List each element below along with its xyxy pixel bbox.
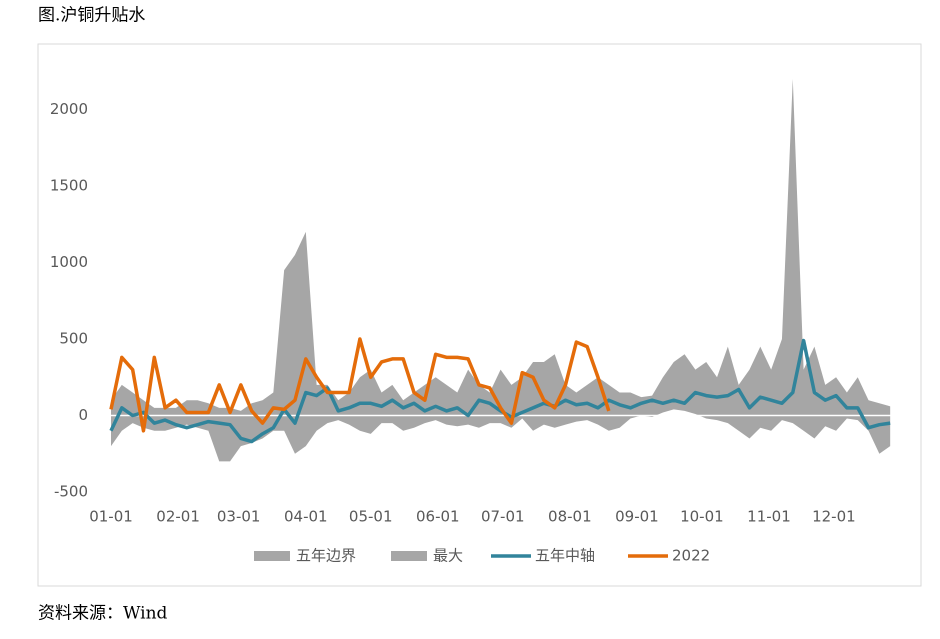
chart-frame [37, 43, 922, 587]
legend-label: 五年中轴 [535, 547, 595, 565]
x-tick-label: 02-01 [156, 508, 200, 526]
legend-swatch [254, 551, 290, 561]
x-tick-label: 10-01 [680, 508, 724, 526]
y-tick-label: -500 [54, 483, 88, 501]
x-tick-label: 05-01 [349, 508, 393, 526]
x-tick-label: 03-01 [217, 508, 261, 526]
chart-title: 图.沪铜升贴水 [38, 6, 145, 26]
x-tick-label: 04-01 [284, 508, 328, 526]
x-tick-label: 11-01 [747, 508, 791, 526]
y-tick-label: 500 [59, 330, 88, 348]
legend-label: 最大 [433, 547, 463, 565]
y-tick-label: 1000 [50, 253, 88, 271]
y-tick-label: 1500 [50, 177, 88, 195]
legend-label: 2022 [672, 547, 710, 565]
x-tick-label: 09-01 [615, 508, 659, 526]
legend-label: 五年边界 [296, 547, 356, 565]
x-tick-label: 06-01 [416, 508, 460, 526]
x-tick-label: 01-01 [89, 508, 133, 526]
source: 资料来源：Wind [38, 604, 168, 624]
series-line [109, 338, 891, 444]
legend-swatch [391, 551, 427, 561]
y-tick-label: 0 [78, 406, 88, 424]
x-tick-label: 07-01 [481, 508, 525, 526]
series-line [109, 337, 611, 433]
x-tick-label: 08-01 [548, 508, 592, 526]
x-tick-label: 12-01 [812, 508, 856, 526]
y-tick-label: 2000 [50, 100, 88, 118]
